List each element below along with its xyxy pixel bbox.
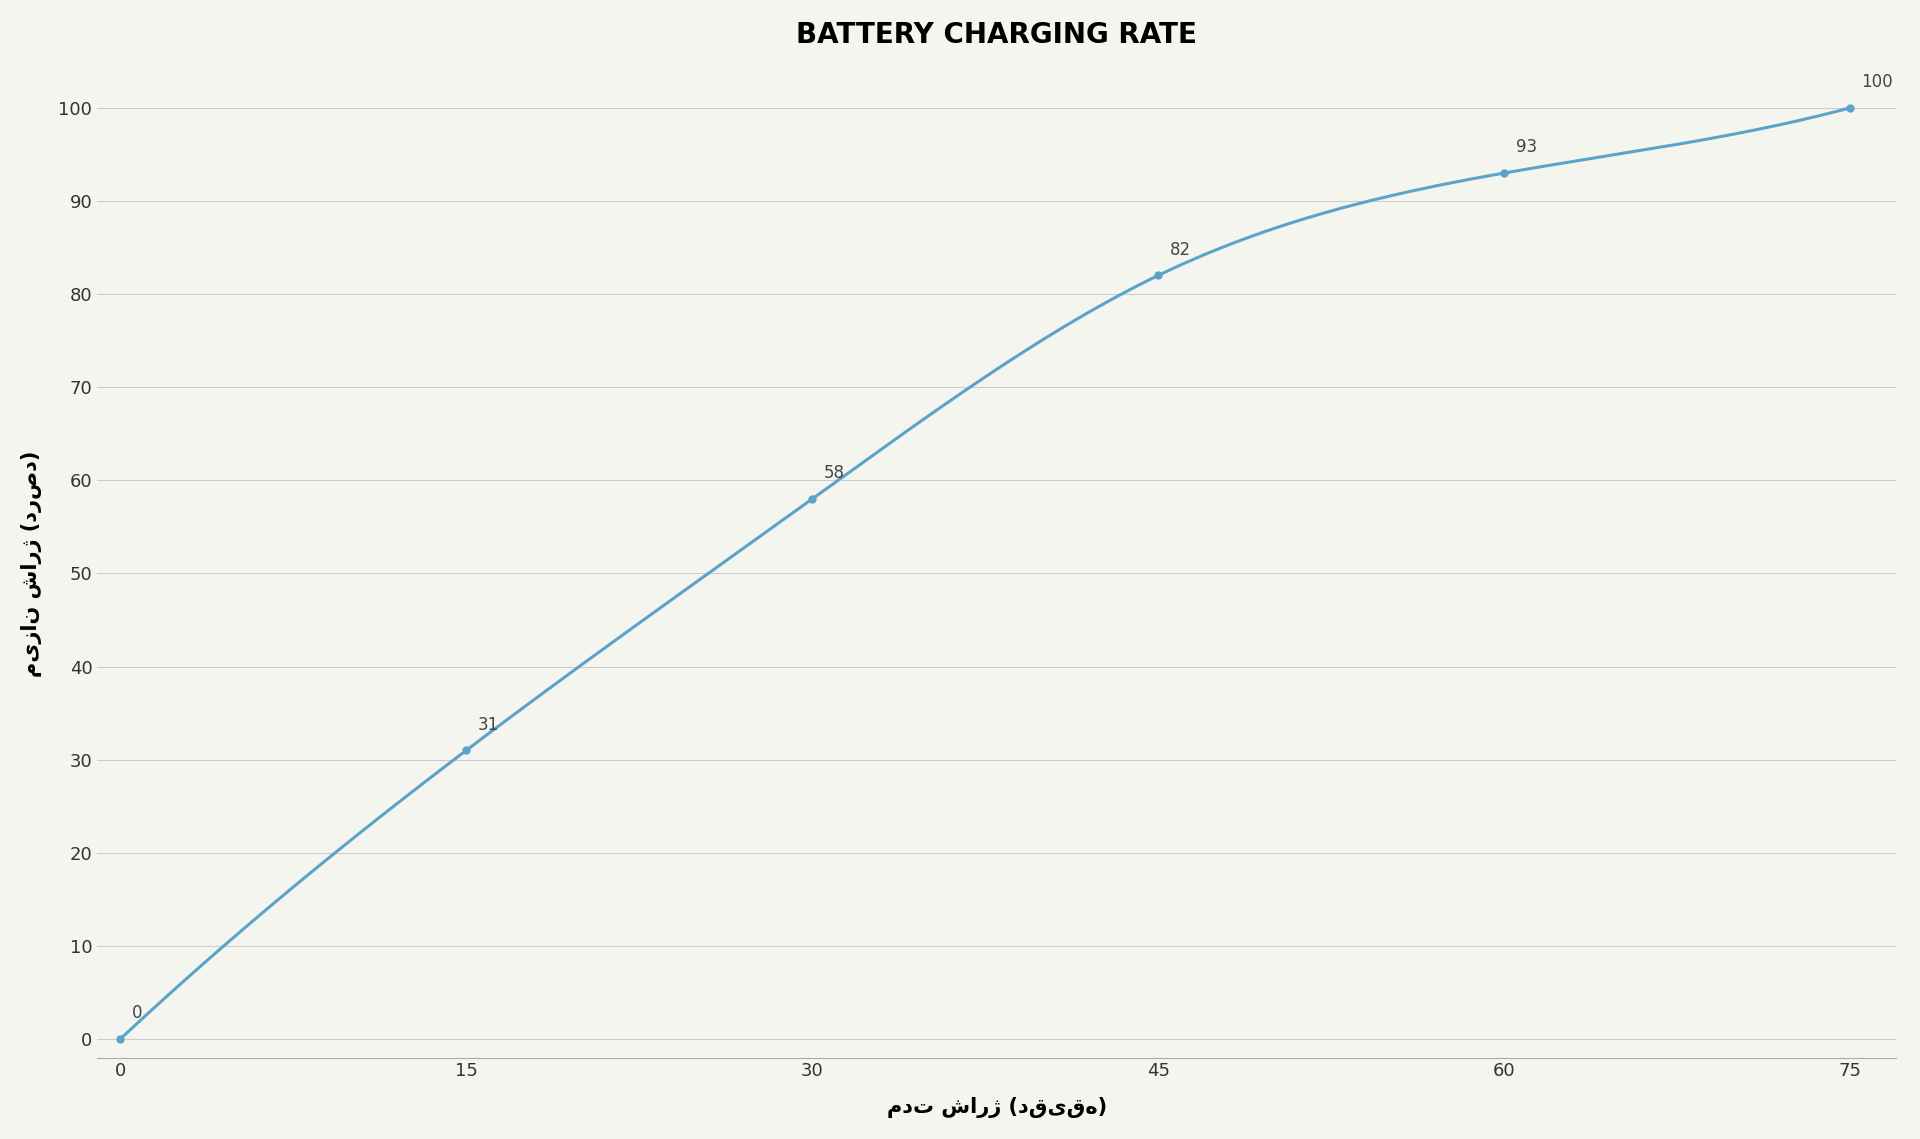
Text: 100: 100 bbox=[1862, 73, 1893, 91]
Text: 0: 0 bbox=[132, 1005, 142, 1023]
Y-axis label: میزان شارژ (درصد): میزان شارژ (درصد) bbox=[21, 451, 42, 678]
Text: 82: 82 bbox=[1169, 240, 1190, 259]
Title: BATTERY CHARGING RATE: BATTERY CHARGING RATE bbox=[797, 21, 1198, 49]
Text: 31: 31 bbox=[478, 715, 499, 734]
X-axis label: مدت شارژ (دقیقه): مدت شارژ (دقیقه) bbox=[887, 1097, 1106, 1118]
Text: 58: 58 bbox=[824, 465, 845, 482]
Text: 93: 93 bbox=[1515, 138, 1536, 156]
